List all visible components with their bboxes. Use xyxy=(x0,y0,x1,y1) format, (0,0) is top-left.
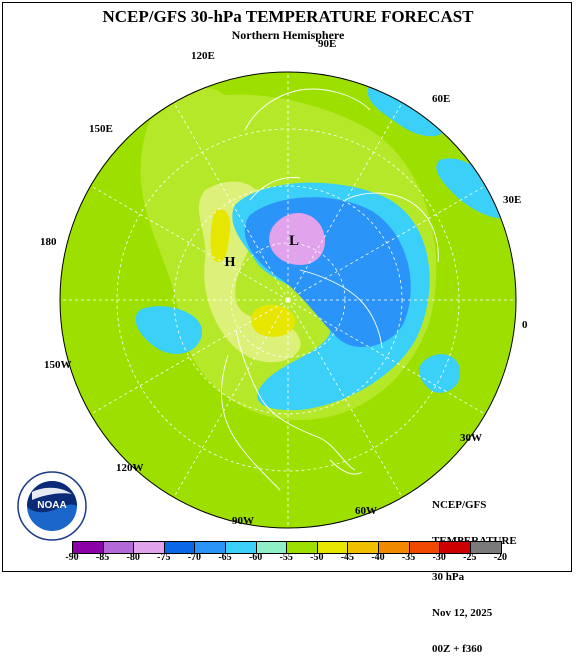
legend-tick-label: -30 xyxy=(432,552,446,563)
lon-label-90e: 90E xyxy=(318,38,337,50)
lon-label-60w: 60W xyxy=(355,505,377,517)
legend-swatch xyxy=(73,542,104,553)
legend-tick-label: -85 xyxy=(95,552,110,563)
noaa-logo: NOAA xyxy=(17,471,87,541)
lon-label-30w: 30W xyxy=(460,432,482,444)
lon-label-30e: 30E xyxy=(503,194,522,206)
field-cold-core xyxy=(269,213,326,265)
info-date: Nov 12, 2025 xyxy=(432,607,493,619)
info-forecast-hour: 00Z + f360 xyxy=(432,643,483,655)
legend-tick-label: -25 xyxy=(463,552,477,563)
forecast-info: NCEP/GFS TEMPERATURE 30 hPa Nov 12, 2025… xyxy=(432,475,517,667)
field-warm-core-west xyxy=(210,209,231,262)
legend-swatch xyxy=(256,542,288,553)
legend-swatch xyxy=(103,542,135,553)
color-legend xyxy=(72,541,503,554)
legend-tick-label: -40 xyxy=(371,552,385,563)
map-subtitle: Northern Hemisphere xyxy=(231,28,345,42)
legend-tick-label: -45 xyxy=(340,552,355,563)
legend-swatch xyxy=(378,542,410,553)
legend-swatch xyxy=(164,542,196,553)
legend-ticks: -90 -85 -80 -75 -70 -65 -60 -55 -50 -45 -40 -35 -30 -… xyxy=(58,552,528,564)
legend-tick-label: -70 xyxy=(187,552,202,563)
field-cyan-patch-e xyxy=(436,158,510,219)
svg-text:NOAA: NOAA xyxy=(37,500,66,511)
high-marker: H xyxy=(225,255,236,270)
lon-label-120e: 120E xyxy=(191,50,215,62)
info-level: 30 hPa xyxy=(432,571,465,583)
lon-label-150w: 150W xyxy=(44,359,72,371)
legend-tick-label: -90 xyxy=(65,552,79,563)
legend-swatch xyxy=(348,542,379,553)
coastlines xyxy=(221,88,439,491)
figure-frame xyxy=(2,2,572,572)
field-cyan-patch-se xyxy=(418,354,461,393)
legend-swatch xyxy=(287,542,318,553)
legend-tick-label: -80 xyxy=(126,552,140,563)
polar-map: L H xyxy=(59,71,517,529)
lon-label-180: 180 xyxy=(40,236,57,248)
legend-tick-label: -20 xyxy=(493,552,508,563)
legend-swatch xyxy=(134,542,165,553)
legend-swatch xyxy=(225,542,257,553)
legend-swatch xyxy=(470,542,502,553)
legend-tick-label: -35 xyxy=(401,552,416,563)
temperature-field xyxy=(60,72,516,528)
lon-label-90w: 90W xyxy=(232,515,254,527)
lon-label-0: 0 xyxy=(522,319,528,331)
legend-swatch xyxy=(409,542,441,553)
legend-tick-label: -75 xyxy=(157,552,171,563)
legend-tick-label: -55 xyxy=(279,552,293,563)
legend-tick-label: -65 xyxy=(218,552,232,563)
map-title: NCEP/GFS 30-hPa TEMPERATURE FORECAST xyxy=(102,7,474,26)
graticule xyxy=(60,72,516,528)
lon-label-120w: 120W xyxy=(116,462,144,474)
legend-swatch xyxy=(440,542,471,553)
map-boundary xyxy=(59,71,517,529)
field-warm-core-south xyxy=(250,304,296,337)
low-marker: L xyxy=(289,233,299,249)
lon-label-60e: 60E xyxy=(432,93,451,105)
legend-swatch xyxy=(317,542,349,553)
legend-tick-label: -50 xyxy=(310,552,324,563)
legend-swatch xyxy=(195,542,226,553)
field-cyan-patch-w xyxy=(135,306,203,354)
lon-label-150e: 150E xyxy=(89,123,113,135)
legend-tick-label: -60 xyxy=(248,552,263,563)
field-cyan-patch-ne xyxy=(367,82,446,137)
info-model: NCEP/GFS xyxy=(432,499,487,511)
